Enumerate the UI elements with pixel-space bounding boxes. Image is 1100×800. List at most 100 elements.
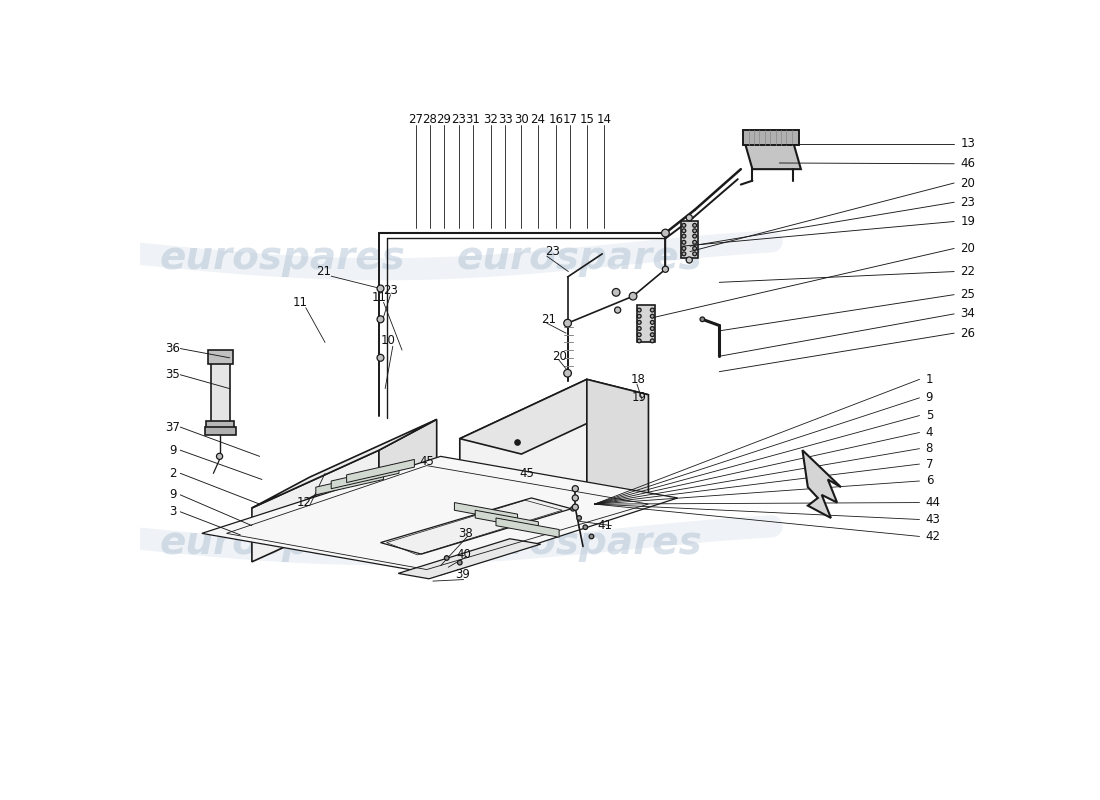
- Circle shape: [637, 333, 641, 337]
- Text: 9: 9: [168, 488, 176, 502]
- Text: 1: 1: [926, 373, 933, 386]
- Text: 4: 4: [926, 426, 933, 439]
- Circle shape: [650, 339, 654, 342]
- Polygon shape: [496, 518, 559, 538]
- Circle shape: [217, 454, 222, 459]
- Polygon shape: [208, 350, 233, 364]
- Polygon shape: [211, 359, 230, 423]
- Circle shape: [576, 516, 582, 520]
- Circle shape: [377, 316, 384, 322]
- Text: 8: 8: [926, 442, 933, 455]
- Polygon shape: [202, 456, 678, 575]
- Circle shape: [613, 289, 620, 296]
- Text: 26: 26: [960, 326, 976, 340]
- Text: 34: 34: [960, 307, 976, 321]
- Circle shape: [682, 229, 685, 233]
- Text: eurospares: eurospares: [160, 238, 406, 277]
- Polygon shape: [587, 379, 649, 504]
- Circle shape: [583, 525, 587, 530]
- Text: 2: 2: [168, 467, 176, 480]
- Circle shape: [590, 534, 594, 538]
- Circle shape: [650, 321, 654, 324]
- Polygon shape: [331, 466, 399, 489]
- Circle shape: [682, 223, 685, 227]
- Circle shape: [377, 285, 384, 292]
- Circle shape: [650, 308, 654, 312]
- Circle shape: [693, 252, 696, 256]
- Polygon shape: [381, 498, 572, 554]
- Polygon shape: [475, 510, 538, 530]
- Text: eurospares: eurospares: [160, 524, 406, 562]
- Circle shape: [629, 292, 637, 300]
- Text: 21: 21: [316, 265, 331, 278]
- Circle shape: [693, 223, 696, 227]
- Text: 11: 11: [293, 296, 308, 309]
- Text: 46: 46: [960, 158, 976, 170]
- Text: 13: 13: [960, 138, 976, 150]
- Text: 15: 15: [580, 113, 594, 126]
- Text: 35: 35: [165, 368, 180, 382]
- Text: 9: 9: [168, 444, 176, 457]
- Text: 6: 6: [926, 474, 933, 487]
- Text: 19: 19: [960, 215, 976, 228]
- Text: 44: 44: [926, 496, 940, 509]
- Text: 45: 45: [519, 467, 535, 480]
- Text: 41: 41: [597, 519, 613, 532]
- Circle shape: [377, 354, 384, 362]
- Circle shape: [572, 486, 579, 492]
- Text: 19: 19: [631, 391, 647, 404]
- Text: 9: 9: [926, 391, 933, 404]
- Text: eurospares: eurospares: [456, 524, 702, 562]
- Text: 21: 21: [541, 313, 556, 326]
- Text: 23: 23: [544, 245, 560, 258]
- Polygon shape: [252, 450, 378, 562]
- Circle shape: [515, 440, 520, 445]
- Circle shape: [661, 230, 669, 237]
- Circle shape: [682, 246, 685, 250]
- Circle shape: [572, 495, 579, 501]
- Text: 18: 18: [631, 373, 646, 386]
- Circle shape: [637, 308, 641, 312]
- Text: 23: 23: [383, 283, 398, 297]
- Circle shape: [458, 560, 462, 565]
- Text: 10: 10: [381, 334, 396, 347]
- Text: 20: 20: [552, 350, 568, 362]
- Text: 33: 33: [498, 113, 513, 126]
- Text: eurospares: eurospares: [456, 238, 702, 277]
- Polygon shape: [398, 538, 541, 578]
- Circle shape: [686, 214, 692, 221]
- Circle shape: [693, 229, 696, 233]
- Text: 29: 29: [436, 113, 451, 126]
- Text: 38: 38: [458, 527, 473, 540]
- Circle shape: [693, 240, 696, 244]
- Polygon shape: [337, 472, 378, 510]
- Text: 24: 24: [530, 113, 546, 126]
- Text: 31: 31: [465, 113, 481, 126]
- Text: 43: 43: [926, 513, 940, 526]
- Circle shape: [650, 333, 654, 337]
- Circle shape: [682, 240, 685, 244]
- Text: 12: 12: [297, 496, 311, 509]
- Text: 40: 40: [456, 548, 471, 561]
- Polygon shape: [460, 379, 649, 454]
- Polygon shape: [316, 472, 384, 495]
- Text: 11: 11: [372, 291, 386, 304]
- Polygon shape: [378, 419, 437, 504]
- Circle shape: [650, 314, 654, 318]
- Circle shape: [693, 246, 696, 250]
- Polygon shape: [745, 142, 801, 169]
- Text: 23: 23: [960, 196, 976, 209]
- Text: 22: 22: [960, 265, 976, 278]
- Polygon shape: [205, 427, 235, 435]
- Circle shape: [444, 556, 449, 560]
- Text: 3: 3: [169, 506, 176, 518]
- Circle shape: [686, 257, 692, 263]
- Circle shape: [693, 234, 696, 238]
- Circle shape: [682, 252, 685, 256]
- Text: 37: 37: [165, 421, 180, 434]
- Polygon shape: [681, 221, 697, 258]
- Circle shape: [563, 370, 572, 377]
- Polygon shape: [252, 419, 437, 508]
- Text: 14: 14: [596, 113, 612, 126]
- Text: 20: 20: [960, 177, 976, 190]
